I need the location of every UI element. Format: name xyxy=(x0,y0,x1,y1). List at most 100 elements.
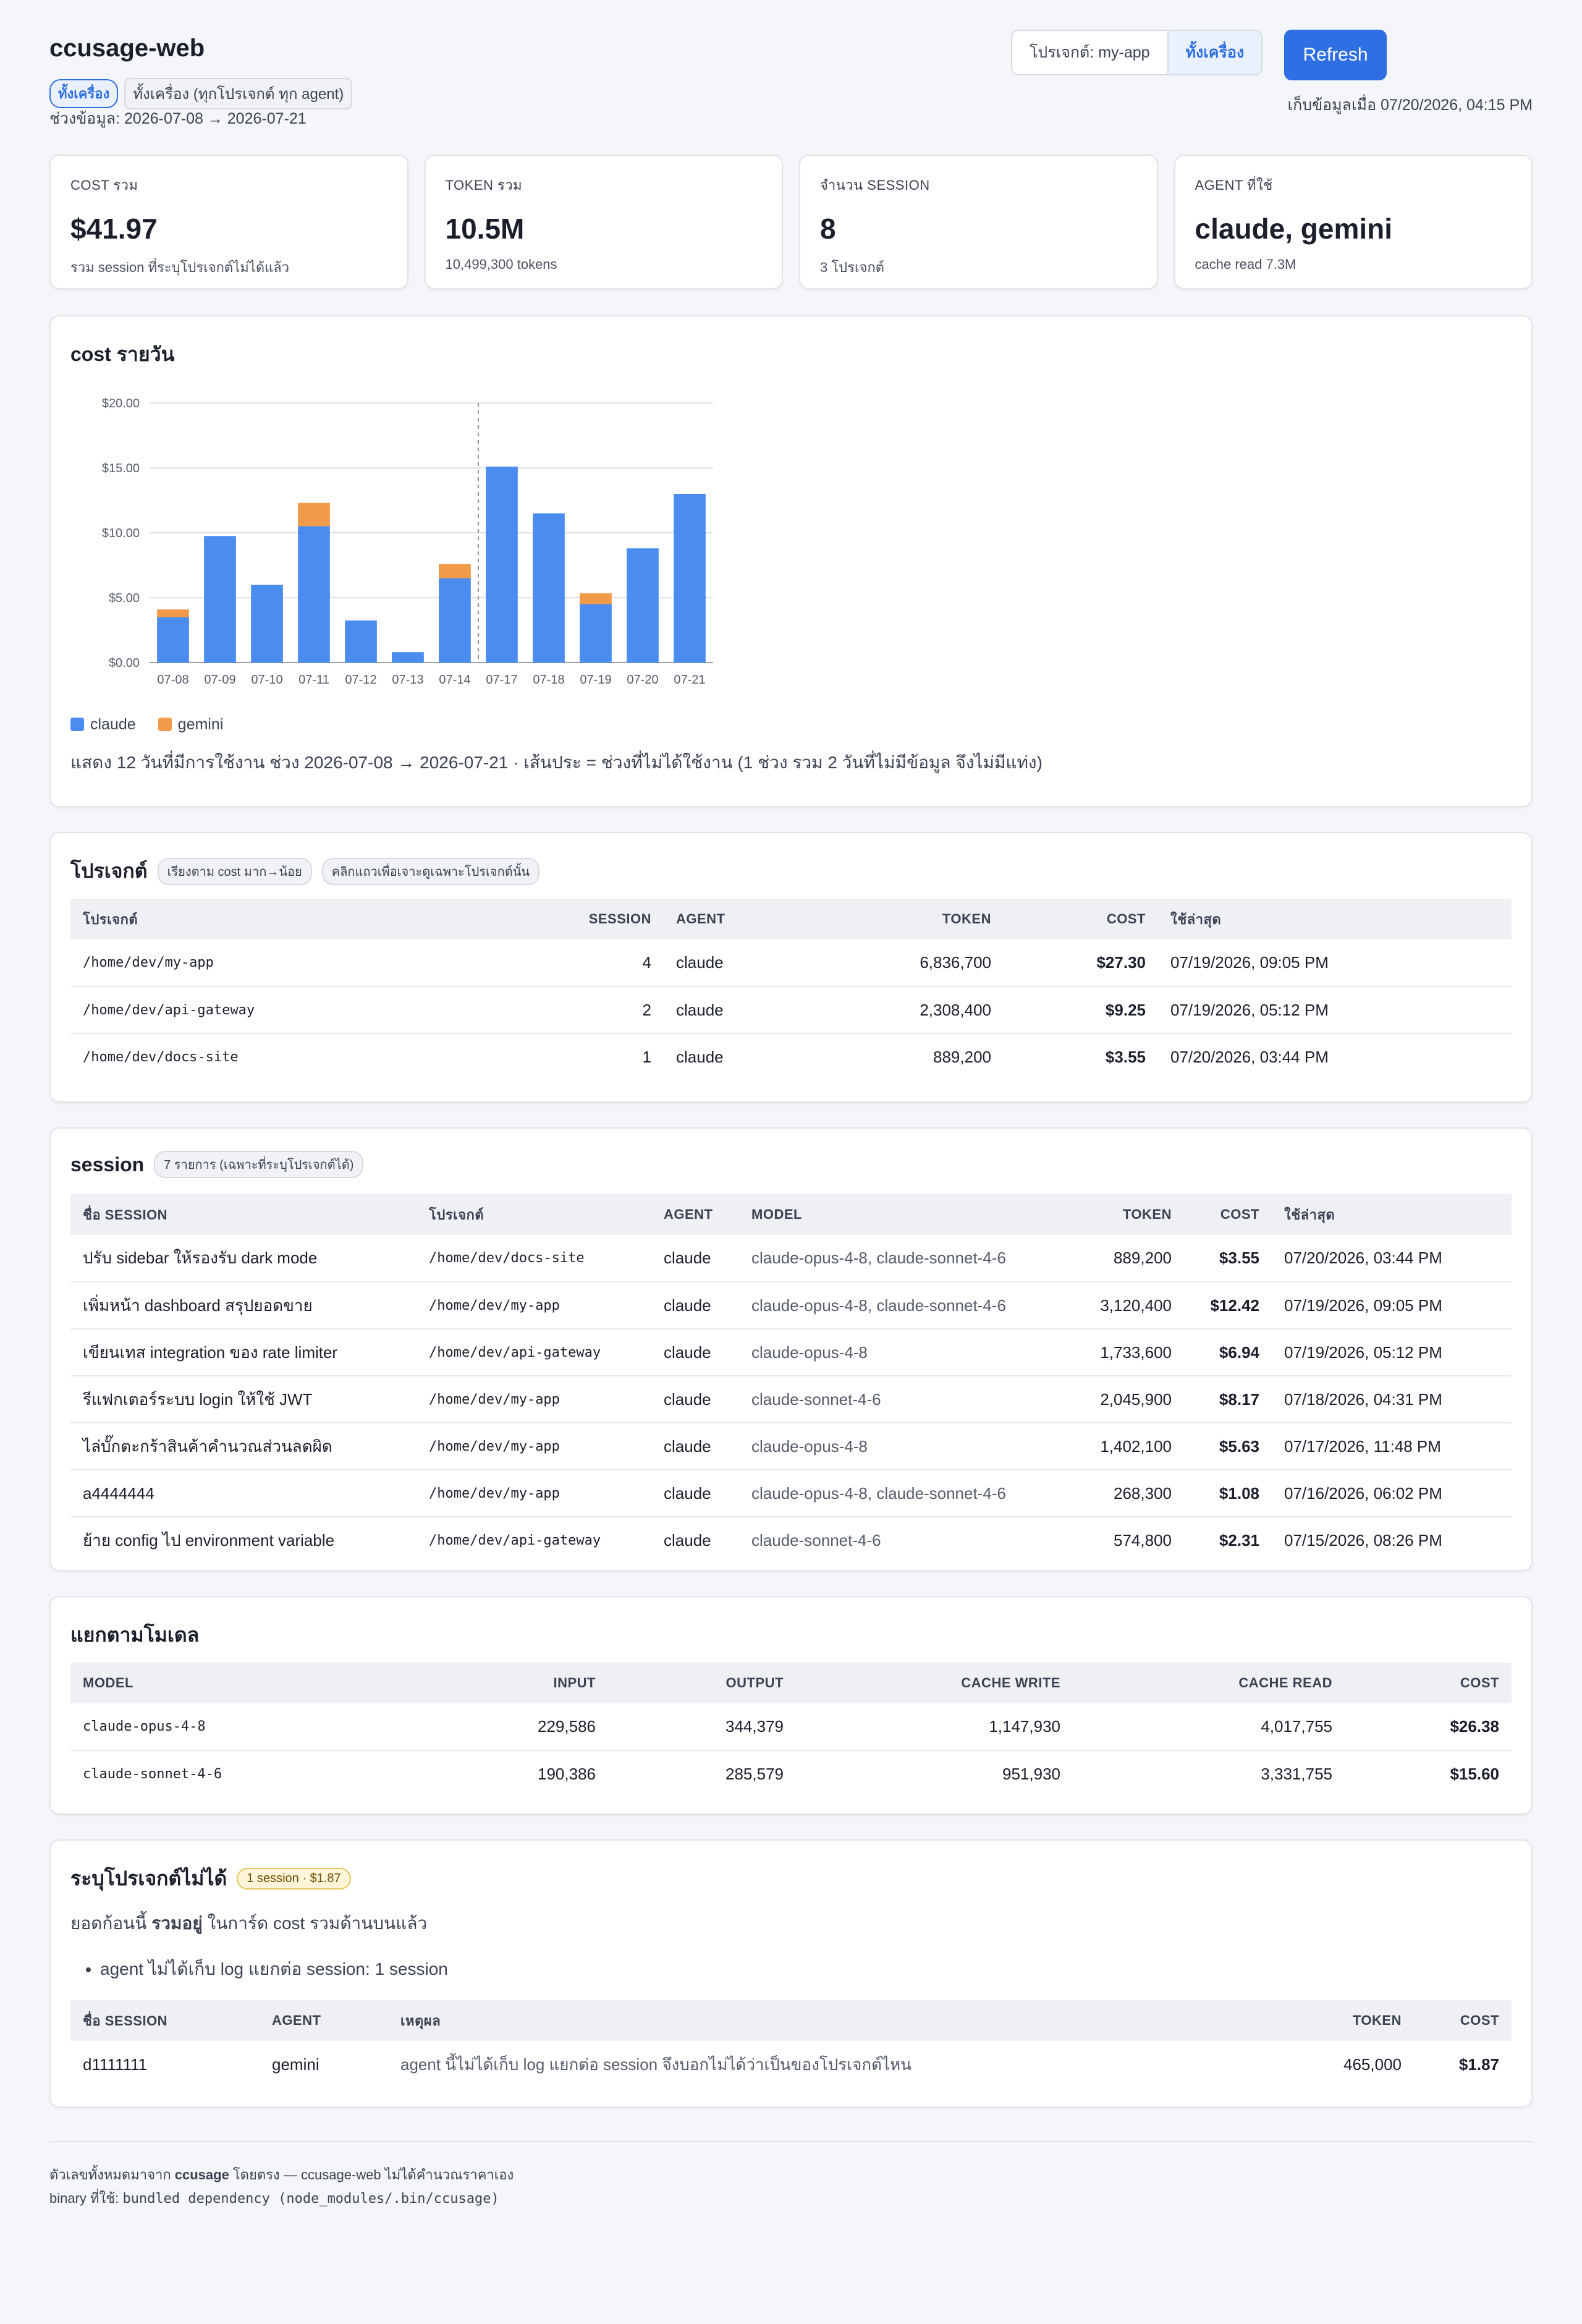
model: claude-opus-4-8 xyxy=(739,1423,1060,1470)
bar-claude xyxy=(674,494,706,663)
table-row[interactable]: /home/dev/my-app 4 claude 6,836,700 $27.… xyxy=(70,939,1512,987)
cache-read: 3,331,755 xyxy=(1261,1765,1332,1783)
last-used: 07/15/2026, 08:26 PM xyxy=(1284,1531,1442,1550)
project-path: /home/dev/api-gateway xyxy=(70,986,540,1034)
col-project: โปรเจกต์ xyxy=(417,1194,651,1235)
table-row: d1111111 gemini agent นี้ไม่ได้เก็บ log … xyxy=(70,2041,1512,2088)
table-row[interactable]: ไล่บั๊กตะกร้าสินค้าคำนวณส่วนลดผิด/home/d… xyxy=(70,1423,1512,1470)
model: claude-opus-4-8, claude-sonnet-4-6 xyxy=(739,1235,1060,1283)
bar-claude xyxy=(580,604,612,663)
col-agent: AGENT xyxy=(651,1194,739,1235)
project-path: /home/dev/api-gateway xyxy=(429,1533,601,1548)
scope-row: ทั้งเครื่อง ทั้งเครื่อง (ทุกโปรเจกต์ ทุก… xyxy=(49,78,353,109)
table-row[interactable]: /home/dev/api-gateway 2 claude 2,308,400… xyxy=(70,986,1512,1034)
model-name: claude-sonnet-4-6 xyxy=(83,1766,222,1782)
session-name: รีแฟกเตอร์ระบบ login ให้ใช้ JWT xyxy=(70,1376,417,1423)
stat-sub: 3 โปรเจกต์ xyxy=(820,260,884,275)
input: 190,386 xyxy=(538,1765,596,1783)
x-tick-label: 07-14 xyxy=(439,673,470,687)
y-tick-label: $0.00 xyxy=(109,656,140,670)
table-row: claude-sonnet-4-6 190,386 285,579 951,93… xyxy=(70,1750,1512,1797)
scope-pill: ทั้งเครื่อง xyxy=(49,79,119,108)
legend-label: gemini xyxy=(177,716,224,733)
daily-cost-chart: $0.00 $5.00 $10.00 $15.00 $20.00 07-08 07-09 07… xyxy=(102,397,713,687)
scope-all-button[interactable]: ทั้งเครื่อง xyxy=(1167,31,1262,74)
table-row[interactable]: เพิ่มหน้า dashboard สรุปยอดขาย/home/dev/… xyxy=(70,1282,1512,1330)
col-session-name: ชื่อ SESSION xyxy=(70,1194,417,1235)
bar-claude xyxy=(627,548,659,663)
agent: claude xyxy=(664,986,800,1034)
table-row[interactable]: เขียนเทส integration ของ rate limiter/ho… xyxy=(70,1329,1512,1376)
token: 574,800 xyxy=(1114,1531,1172,1550)
cost: $12.42 xyxy=(1184,1282,1272,1330)
col-cache-read: CACHE READ xyxy=(1073,1663,1345,1703)
cost: $8.17 xyxy=(1184,1376,1272,1423)
reason: agent นี้ไม่ได้เก็บ log แยกต่อ session จ… xyxy=(400,2055,912,2074)
scope-project-button[interactable]: โปรเจกต์: my-app xyxy=(1030,44,1150,61)
sessions-count-tag: 7 รายการ (เฉพาะที่ระบุโปรเจกต์ได้) xyxy=(154,1151,364,1178)
col-agent: AGENT xyxy=(260,2000,388,2041)
legend-item-claude[interactable]: claude xyxy=(70,716,136,734)
projects-title: โปรเจกต์ xyxy=(70,860,148,882)
scope-switch: โปรเจกต์: my-app ทั้งเครื่อง xyxy=(1011,30,1263,75)
footer-source: ตัวเลขทั้งหมดมาจาก ccusage โดยตรง — ccus… xyxy=(49,2163,1533,2187)
uncategorized-tag: 1 session · $1.87 xyxy=(237,1868,351,1889)
model: claude-sonnet-4-6 xyxy=(751,1531,881,1550)
cost: $1.08 xyxy=(1184,1470,1272,1517)
x-tick-label: 07-18 xyxy=(533,673,564,687)
table-row: claude-opus-4-8 229,586 344,379 1,147,93… xyxy=(70,1703,1512,1751)
col-model: MODEL xyxy=(70,1663,417,1703)
token: 889,200 xyxy=(933,1048,991,1066)
input: 229,586 xyxy=(417,1703,608,1751)
project-path: /home/dev/my-app xyxy=(417,1376,651,1423)
bar-claude xyxy=(345,620,377,663)
token: 2,045,900 xyxy=(1060,1376,1184,1423)
x-tick-label: 07-17 xyxy=(486,673,517,687)
bar-gemini xyxy=(439,564,471,579)
table-row[interactable]: a4444444/home/dev/my-app claude claude-opu… xyxy=(70,1470,1512,1517)
refresh-button[interactable]: Refresh xyxy=(1284,30,1387,80)
last-used: 07/20/2026, 03:44 PM xyxy=(1272,1235,1512,1283)
table-row[interactable]: รีแฟกเตอร์ระบบ login ให้ใช้ JWT/home/dev… xyxy=(70,1376,1512,1423)
col-input: INPUT xyxy=(417,1663,608,1703)
uncategorized-card: ระบุโปรเจกต์ไม่ได้ 1 session · $1.87 ยอด… xyxy=(49,1839,1533,2108)
x-tick-label: 07-11 xyxy=(298,673,329,687)
projects-hint-tag: คลิกแถวเพื่อเจาะดูเฉพาะโปรเจกต์นั้น xyxy=(321,857,540,885)
col-cost: COST xyxy=(1184,1194,1272,1235)
bar-claude xyxy=(392,652,424,663)
table-row[interactable]: /home/dev/docs-site 1 claude 889,200 $3.… xyxy=(70,1033,1512,1080)
stat-card-cost: COST รวม $41.97 รวม session ที่ระบุโปรเจ… xyxy=(49,155,408,289)
cache-write: 1,147,930 xyxy=(796,1703,1073,1751)
col-session: SESSION xyxy=(540,899,664,939)
session-name: d1111111 xyxy=(83,2055,148,2074)
output: 285,579 xyxy=(725,1765,784,1783)
stat-card-token: TOKEN รวม 10.5M 10,499,300 tokens xyxy=(424,155,783,289)
bar-gemini xyxy=(157,609,189,617)
sessions-title: session xyxy=(70,1153,145,1176)
model: claude-sonnet-4-6 xyxy=(739,1376,1060,1423)
token: 3,120,400 xyxy=(1060,1282,1184,1330)
uncategorized-table: ชื่อ SESSION AGENT เหตุผล TOKEN COST d11… xyxy=(70,2000,1512,2088)
x-tick-label: 07-19 xyxy=(580,673,611,687)
legend-item-gemini[interactable]: gemini xyxy=(158,716,224,734)
session-count: 4 xyxy=(540,939,664,987)
model: claude-opus-4-8 xyxy=(739,1329,1060,1376)
cache-read: 4,017,755 xyxy=(1073,1703,1345,1751)
x-tick-label: 07-13 xyxy=(392,673,423,687)
projects-table: โปรเจกต์ SESSION AGENT TOKEN COST ใช้ล่า… xyxy=(70,899,1512,1080)
table-row[interactable]: ปรับ sidebar ให้รองรับ dark mode/home/de… xyxy=(70,1235,1512,1283)
chart-legend: claude gemini xyxy=(70,716,223,734)
uncategorized-reasons: agent ไม่ได้เก็บ log แยกต่อ session: 1 s… xyxy=(100,1956,448,1983)
stat-card-sessions: จำนวน SESSION 8 3 โปรเจกต์ xyxy=(799,155,1158,289)
collected-timestamp: เก็บข้อมูลเมื่อ 07/20/2026, 04:15 PM xyxy=(1287,96,1533,114)
cost: $1.87 xyxy=(1458,2055,1499,2074)
table-row[interactable]: ย้าย config ไป environment variable/home… xyxy=(70,1517,1512,1564)
bar-claude xyxy=(486,466,518,663)
project-path: /home/dev/docs-site xyxy=(83,1050,239,1065)
uncategorized-title-row: ระบุโปรเจกต์ไม่ได้ 1 session · $1.87 xyxy=(70,1863,351,1894)
session-name: ปรับ sidebar ให้รองรับ dark mode xyxy=(70,1235,417,1283)
page-footer: ตัวเลขทั้งหมดมาจาก ccusage โดยตรง — ccus… xyxy=(49,2141,1533,2221)
session-name: เขียนเทส integration ของ rate limiter xyxy=(70,1329,417,1376)
x-tick-label: 07-21 xyxy=(674,673,705,687)
x-tick-label: 07-12 xyxy=(345,673,376,687)
